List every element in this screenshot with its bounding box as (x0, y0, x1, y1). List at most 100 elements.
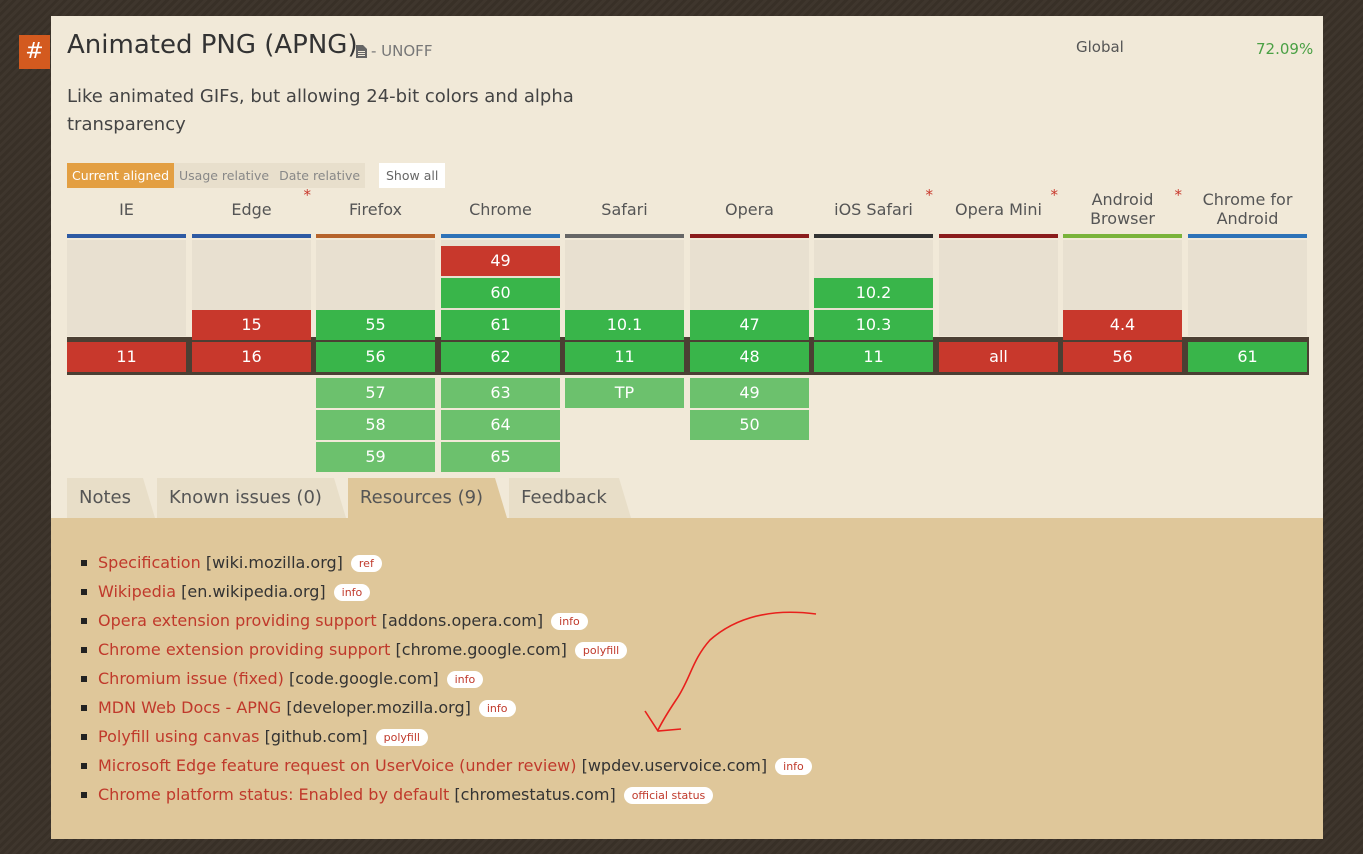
resource-link[interactable]: Chrome extension providing support (98, 640, 391, 659)
resource-item: Microsoft Edge feature request on UserVo… (81, 751, 812, 780)
browser-color-bar (316, 234, 435, 238)
resource-item: Polyfill using canvas [github.com] polyfi… (81, 722, 812, 751)
version-cell[interactable]: 10.2 (814, 278, 933, 308)
version-cell[interactable]: 10.3 (814, 310, 933, 340)
feature-anchor[interactable]: # (19, 35, 50, 69)
browser-name: Opera (725, 199, 774, 219)
browser-name: Chrome for Android (1202, 190, 1293, 228)
current-version-cell[interactable]: 11 (67, 342, 186, 372)
future-version-cell[interactable]: 59 (316, 442, 435, 472)
browser-note-star[interactable]: * (1050, 186, 1059, 204)
resource-domain: [chromestatus.com] (454, 785, 616, 804)
feature-panel: Animated PNG (APNG) - UNOFF Global 72.09… (51, 16, 1323, 839)
future-version-cell[interactable]: 57 (316, 378, 435, 408)
future-version-cell[interactable]: 50 (690, 410, 809, 440)
version-cell[interactable]: 61 (441, 310, 560, 340)
version-cell[interactable]: 10.1 (565, 310, 684, 340)
usage-scope-label[interactable]: Global (1076, 38, 1124, 56)
resource-link[interactable]: Wikipedia (98, 582, 177, 601)
resources-list: Specification [wiki.mozilla.org] ref Wikip… (81, 548, 812, 809)
empty-version-area (1188, 240, 1307, 336)
future-version-cell[interactable]: 49 (690, 378, 809, 408)
current-version-cell[interactable]: 11 (565, 342, 684, 372)
empty-version-area (67, 240, 186, 336)
resource-link[interactable]: Polyfill using canvas (98, 727, 260, 746)
support-table: IE 11 Edge * 15 16 Firefox 55 56 57 58 59 Chrome 49 60… (51, 186, 1323, 478)
resource-tag: polyfill (375, 729, 428, 746)
feature-title: Animated PNG (APNG) (67, 30, 358, 60)
browser-color-bar (1188, 234, 1307, 238)
resource-tag: ref (350, 555, 382, 572)
resource-link[interactable]: Chromium issue (fixed) (98, 669, 284, 688)
resource-item: Opera extension providing support [addon… (81, 606, 812, 635)
document-icon (356, 44, 367, 58)
resource-item: Chrome extension providing support [chro… (81, 635, 812, 664)
browser-color-bar (1063, 234, 1182, 238)
resource-item: Chrome platform status: Enabled by defau… (81, 780, 812, 809)
spec-status: - UNOFF (356, 42, 432, 60)
resource-link[interactable]: Specification (98, 553, 201, 572)
resource-link[interactable]: Chrome platform status: Enabled by defau… (98, 785, 450, 804)
resource-item: Wikipedia [en.wikipedia.org] info (81, 577, 812, 606)
browser-color-bar (814, 234, 933, 238)
resource-domain: [addons.opera.com] (381, 611, 544, 630)
current-version-cell[interactable]: 62 (441, 342, 560, 372)
tab-notes[interactable]: Notes (67, 478, 155, 518)
resource-tag: official status (623, 787, 714, 804)
feature-description: Like animated GIFs, but allowing 24-bit … (67, 86, 574, 135)
browser-name: Edge (231, 199, 272, 219)
resource-tag: info (333, 584, 371, 601)
version-cell[interactable]: 4.4 (1063, 310, 1182, 340)
browser-color-bar (67, 234, 186, 238)
browser-color-bar (192, 234, 311, 238)
tab-resources[interactable]: Resources (9) (347, 478, 508, 518)
show-all-button[interactable]: Show all (379, 163, 446, 188)
future-version-cell[interactable]: 63 (441, 378, 560, 408)
status-label: - UNOFF (371, 42, 433, 60)
resource-domain: [wiki.mozilla.org] (205, 553, 343, 572)
resource-tag: info (446, 671, 484, 688)
resource-item: Specification [wiki.mozilla.org] ref (81, 548, 812, 577)
resource-link[interactable]: Microsoft Edge feature request on UserVo… (98, 756, 577, 775)
browser-note-star[interactable]: * (1174, 186, 1183, 204)
future-version-cell[interactable]: 65 (441, 442, 560, 472)
current-version-cell[interactable]: 11 (814, 342, 933, 372)
resource-link[interactable]: MDN Web Docs - APNG (98, 698, 282, 717)
version-cell[interactable]: 15 (192, 310, 311, 340)
details-tabs: Notes Known issues (0) Resources (9) Fee… (67, 478, 631, 518)
view-usage-relative-button[interactable]: Usage relative (174, 163, 275, 188)
tab-feedback[interactable]: Feedback (509, 478, 631, 518)
view-date-relative-button[interactable]: Date relative (274, 163, 366, 188)
view-mode-switcher: Current aligned Usage relative Date rela… (67, 163, 366, 188)
current-version-cell[interactable]: 56 (1063, 342, 1182, 372)
view-current-aligned-button[interactable]: Current aligned (67, 163, 175, 188)
current-version-cell[interactable]: 56 (316, 342, 435, 372)
browser-color-bar (939, 234, 1058, 238)
browser-name: IE (119, 199, 134, 219)
browser-note-star[interactable]: * (925, 186, 934, 204)
tab-known-issues[interactable]: Known issues (0) (157, 478, 346, 518)
resource-domain: [developer.mozilla.org] (286, 698, 471, 717)
resource-tag: info (478, 700, 516, 717)
future-version-cell[interactable]: TP (565, 378, 684, 408)
resource-tag: info (551, 613, 588, 630)
resource-tag: polyfill (574, 642, 628, 659)
resource-domain: [code.google.com] (289, 669, 439, 688)
browser-name: Chrome (469, 199, 532, 219)
version-cell[interactable]: 49 (441, 246, 560, 276)
future-version-cell[interactable]: 58 (316, 410, 435, 440)
current-version-cell[interactable]: 48 (690, 342, 809, 372)
version-cell[interactable]: 47 (690, 310, 809, 340)
current-version-cell[interactable]: 16 (192, 342, 311, 372)
future-version-cell[interactable]: 64 (441, 410, 560, 440)
resource-item: MDN Web Docs - APNG [developer.mozilla.o… (81, 693, 812, 722)
browser-note-star[interactable]: * (303, 186, 312, 204)
current-version-cell[interactable]: 61 (1188, 342, 1307, 372)
resources-panel: Specification [wiki.mozilla.org] ref Wikip… (51, 518, 1323, 839)
browser-color-bar (565, 234, 684, 238)
resource-link[interactable]: Opera extension providing support (98, 611, 377, 630)
version-cell[interactable]: 55 (316, 310, 435, 340)
browser-color-bar (690, 234, 809, 238)
current-version-cell[interactable]: all (939, 342, 1058, 372)
version-cell[interactable]: 60 (441, 278, 560, 308)
